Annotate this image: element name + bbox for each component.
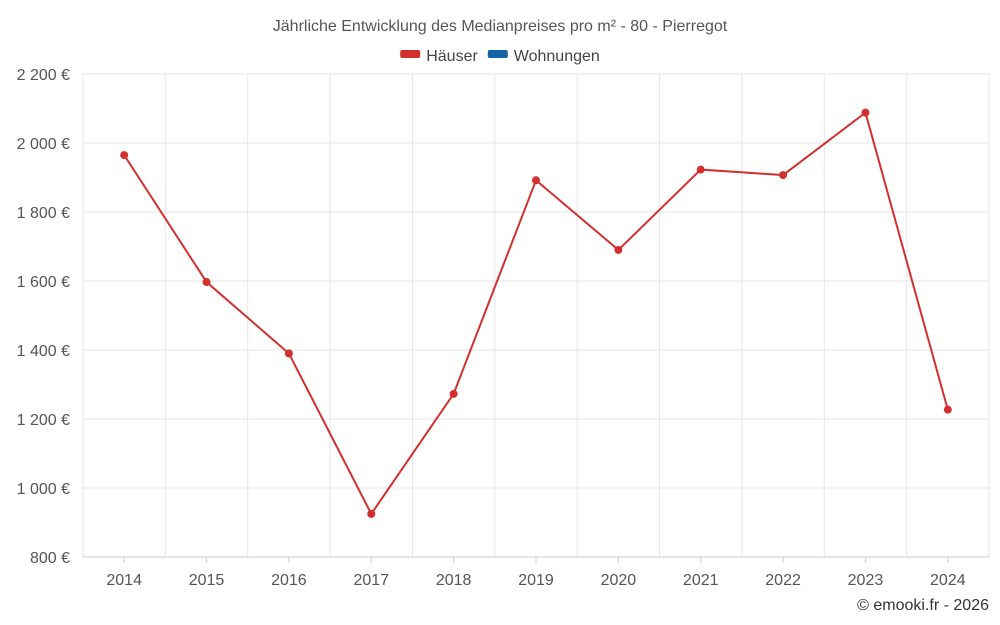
y-tick-label: 2 200 € [17,67,70,84]
x-tick-label: 2016 [271,572,307,589]
legend-label[interactable]: Wohnungen [514,48,600,65]
data-point[interactable] [532,176,540,185]
x-tick-label: 2020 [601,572,637,589]
legend-swatch [400,50,421,58]
data-point[interactable] [696,165,705,174]
x-tick-label: 2018 [436,572,472,589]
data-point[interactable] [861,108,870,117]
data-point[interactable] [779,171,788,180]
data-point[interactable] [202,278,211,287]
credit-text: © emooki.fr - 2026 [857,597,989,614]
legend-label[interactable]: Häuser [426,48,478,65]
data-point[interactable] [120,151,129,160]
x-tick-label: 2023 [848,572,884,589]
data-point[interactable] [614,245,623,254]
x-tick-label: 2014 [106,572,142,589]
y-tick-label: 2 000 € [17,136,70,153]
y-tick-label: 1 000 € [17,481,70,498]
x-tick-label: 2021 [683,572,719,589]
grid-lines [82,73,990,558]
data-point[interactable] [943,405,952,414]
y-tick-label: 1 600 € [17,274,70,291]
data-point[interactable] [449,389,458,398]
x-tick-label: 2015 [189,572,225,589]
x-tick-label: 2017 [353,572,389,589]
x-tick-label: 2019 [518,572,554,589]
data-point[interactable] [284,349,293,358]
chart-title: Jährliche Entwicklung des Medianpreises … [273,18,728,35]
x-tick-label: 2022 [765,572,801,589]
y-tick-label: 1 800 € [17,205,70,222]
y-tick-label: 800 € [30,550,70,567]
data-point[interactable] [367,509,376,518]
legend-swatch [487,50,508,58]
axes: 800 € 1 000 € 1 200 € 1 400 € 1 600 € 1 800 €… [17,67,989,589]
legend: Häuser Wohnungen [400,48,600,65]
x-tick-label: 2024 [930,572,966,589]
y-tick-label: 1 200 € [17,412,70,429]
series-layer [120,108,952,518]
y-tick-label: 1 400 € [17,343,70,360]
